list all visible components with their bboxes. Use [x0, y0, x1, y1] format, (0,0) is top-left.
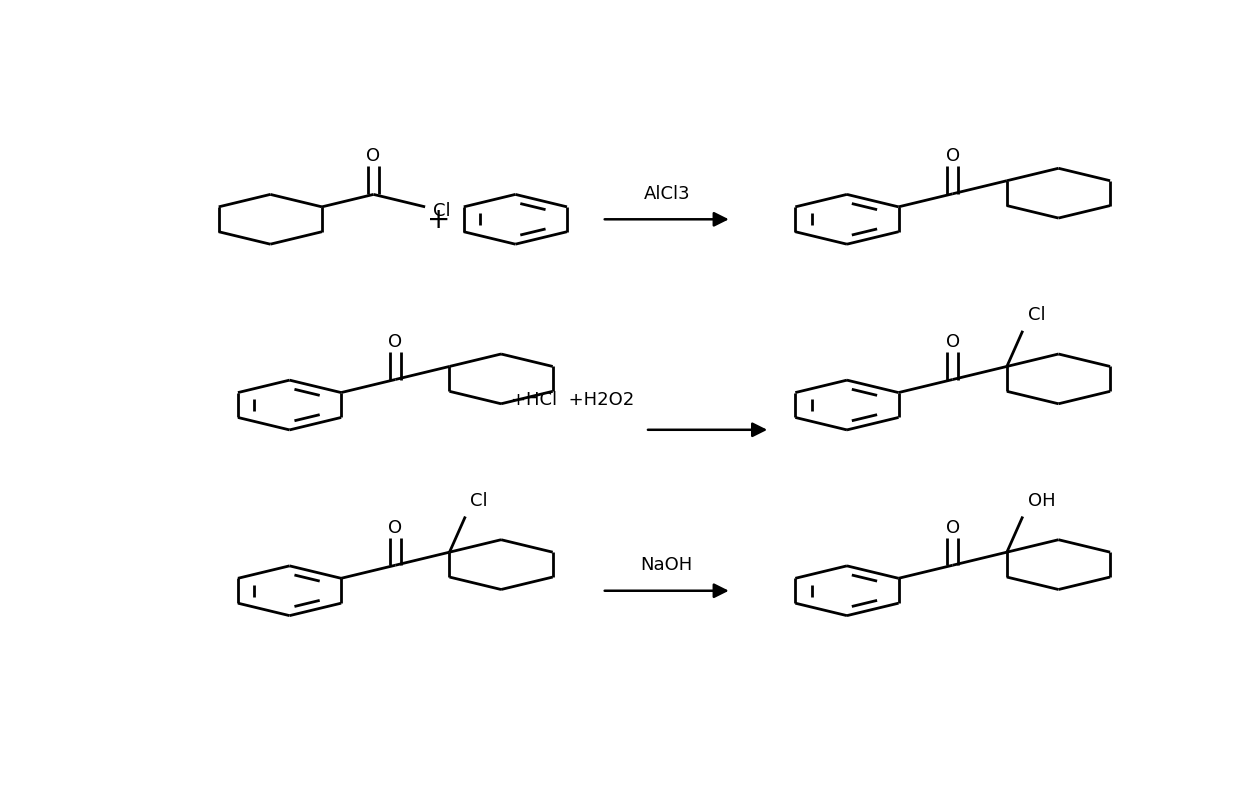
Text: Cl: Cl	[470, 491, 487, 509]
Text: O: O	[388, 332, 403, 350]
Text: O: O	[946, 518, 960, 536]
Text: O: O	[388, 518, 403, 536]
Text: AlCl3: AlCl3	[644, 185, 689, 202]
Text: Cl: Cl	[433, 202, 450, 220]
Text: +HCl  +H2O2: +HCl +H2O2	[511, 390, 635, 408]
Text: NaOH: NaOH	[641, 556, 693, 573]
Text: O: O	[946, 332, 960, 350]
Text: O: O	[367, 146, 381, 165]
Text: O: O	[946, 147, 960, 165]
Text: OH: OH	[1028, 491, 1055, 509]
Text: +: +	[427, 206, 450, 234]
Text: Cl: Cl	[1028, 306, 1045, 324]
